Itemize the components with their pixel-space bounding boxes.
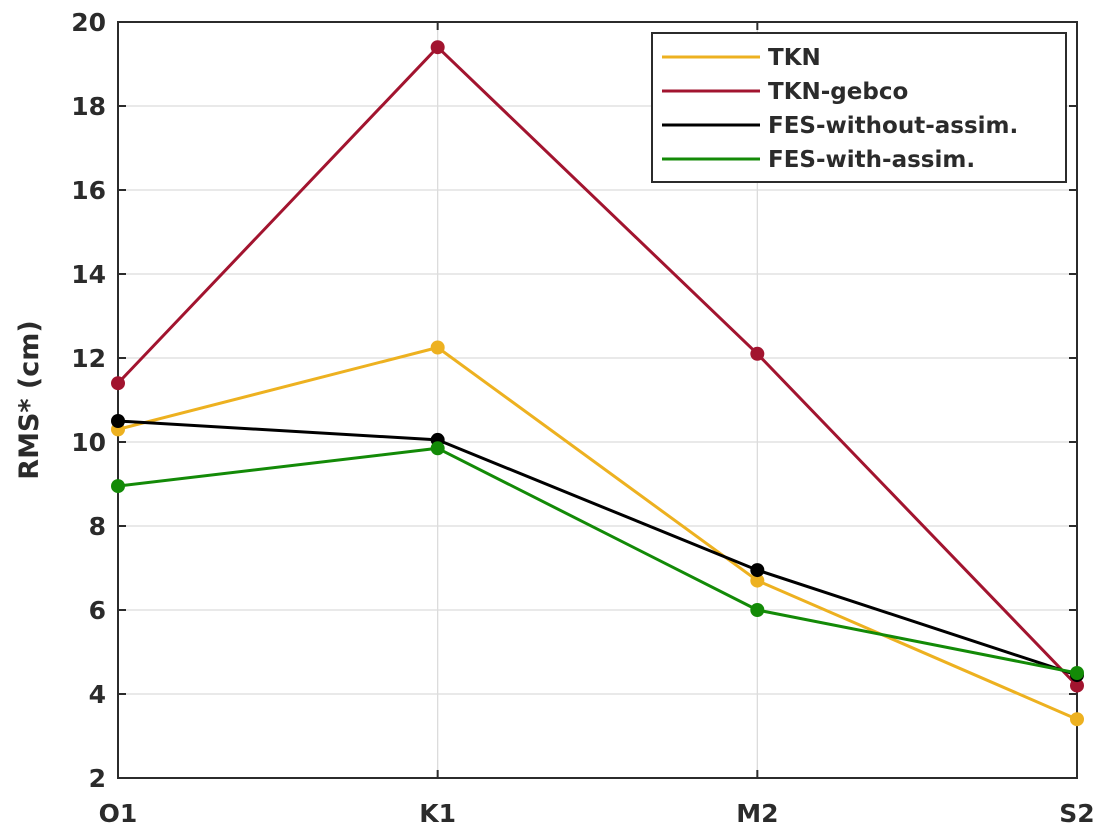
axes bbox=[117, 21, 1078, 779]
y-tick-label: 8 bbox=[89, 512, 106, 541]
data-point bbox=[750, 346, 765, 361]
data-point bbox=[1070, 666, 1084, 680]
x-tick-label: K1 bbox=[419, 799, 456, 828]
series-line bbox=[117, 346, 1078, 721]
data-point bbox=[430, 340, 445, 355]
legend: TKN TKN-gebco FES-without-assim. FES-with-a… bbox=[651, 32, 1067, 183]
tick-labels: 2 4 6 8 10 12 14 16 18 20 O1 K1 M2 S2 bbox=[71, 8, 1095, 828]
y-tick-label: 6 bbox=[89, 596, 106, 625]
y-tick-label: 18 bbox=[71, 92, 106, 121]
y-tick-label: 20 bbox=[71, 8, 106, 37]
legend-label: FES-without-assim. bbox=[768, 113, 1018, 139]
data-point bbox=[430, 40, 445, 55]
data-point bbox=[111, 479, 125, 494]
data-point bbox=[1070, 678, 1084, 693]
x-tick-label: M2 bbox=[736, 799, 778, 828]
y-tick-label: 2 bbox=[89, 764, 106, 793]
y-tick-label: 10 bbox=[71, 428, 106, 457]
legend-label: FES-with-assim. bbox=[768, 147, 975, 173]
data-point bbox=[750, 573, 765, 588]
data-point bbox=[111, 414, 125, 428]
y-tick-label: 16 bbox=[71, 176, 106, 205]
y-axis-title: RMS* (cm) bbox=[14, 320, 45, 479]
data-point bbox=[430, 441, 445, 456]
data-point bbox=[111, 376, 125, 391]
y-tick-label: 12 bbox=[71, 344, 106, 373]
legend-label: TKN-gebco bbox=[768, 79, 908, 105]
y-tick-label: 14 bbox=[71, 260, 106, 289]
data-point bbox=[1070, 712, 1084, 727]
data-point bbox=[750, 563, 765, 578]
series-line bbox=[117, 419, 1078, 677]
plot-frame bbox=[117, 21, 1078, 779]
series-line bbox=[117, 446, 1078, 675]
y-tick-label: 4 bbox=[89, 680, 106, 709]
series-line bbox=[116, 45, 1079, 687]
series-lines bbox=[111, 40, 1084, 727]
legend-label: TKN bbox=[768, 45, 821, 71]
x-tick-label: O1 bbox=[99, 799, 138, 828]
x-tick-label: S2 bbox=[1059, 799, 1094, 828]
data-point bbox=[750, 603, 765, 617]
